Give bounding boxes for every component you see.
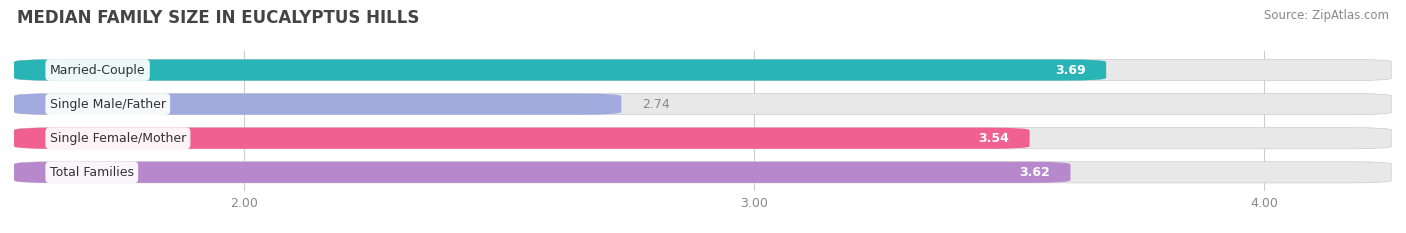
Text: 3.62: 3.62 xyxy=(1019,166,1050,179)
FancyBboxPatch shape xyxy=(14,59,1392,81)
FancyBboxPatch shape xyxy=(14,93,1392,115)
Text: Total Families: Total Families xyxy=(49,166,134,179)
Text: 2.74: 2.74 xyxy=(641,98,669,111)
Text: MEDIAN FAMILY SIZE IN EUCALYPTUS HILLS: MEDIAN FAMILY SIZE IN EUCALYPTUS HILLS xyxy=(17,9,419,27)
FancyBboxPatch shape xyxy=(14,128,1392,149)
Text: Source: ZipAtlas.com: Source: ZipAtlas.com xyxy=(1264,9,1389,22)
Text: Single Female/Mother: Single Female/Mother xyxy=(49,132,186,145)
FancyBboxPatch shape xyxy=(14,93,621,115)
FancyBboxPatch shape xyxy=(14,128,1029,149)
FancyBboxPatch shape xyxy=(14,59,1107,81)
Text: 3.54: 3.54 xyxy=(979,132,1010,145)
FancyBboxPatch shape xyxy=(14,162,1070,183)
Text: 3.69: 3.69 xyxy=(1054,64,1085,76)
FancyBboxPatch shape xyxy=(14,162,1392,183)
Text: Married-Couple: Married-Couple xyxy=(49,64,145,76)
Text: Single Male/Father: Single Male/Father xyxy=(49,98,166,111)
